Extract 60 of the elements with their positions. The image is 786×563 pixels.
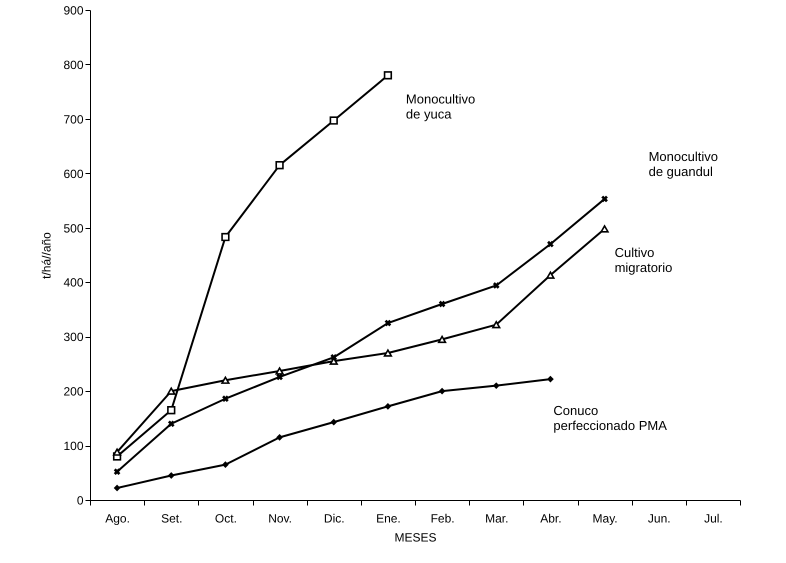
y-tick-label: 400 <box>63 276 84 290</box>
x-tick-label: Nov. <box>268 512 292 526</box>
point <box>112 448 122 456</box>
point <box>221 232 230 242</box>
x-tick-label: Oct. <box>214 512 237 526</box>
point <box>384 320 392 326</box>
point <box>547 376 554 382</box>
series-label: Monocultivo de yuca <box>406 91 476 122</box>
point <box>438 336 446 344</box>
point <box>546 271 555 279</box>
y-tick-label: 800 <box>63 58 84 72</box>
text: Monocultivo de guandul <box>648 148 718 179</box>
point <box>492 382 500 390</box>
x-axis-title: MESES <box>394 530 437 544</box>
point <box>275 161 284 170</box>
y-tick-label: 0 <box>76 494 84 508</box>
y-tick-label: 700 <box>63 112 84 126</box>
x-tick-label: Set. <box>161 512 182 526</box>
point <box>384 403 392 410</box>
x-tick-label: Ago. <box>105 512 130 526</box>
point <box>330 116 338 125</box>
y-tick-label: 200 <box>63 384 84 399</box>
point <box>547 240 554 248</box>
point <box>222 461 229 468</box>
point <box>330 418 338 426</box>
point <box>114 468 120 476</box>
point <box>168 420 175 428</box>
y-tick-label: 600 <box>63 166 84 181</box>
series-label: Conuco perfeccionado PMA <box>553 403 668 434</box>
point <box>168 472 175 479</box>
series-label: Cultivo migratorio <box>614 244 672 275</box>
point <box>438 300 446 308</box>
x-tick-label: May. <box>592 512 618 526</box>
point <box>492 320 500 328</box>
point <box>384 349 392 357</box>
point <box>276 374 283 380</box>
point <box>167 406 176 414</box>
point <box>221 376 230 384</box>
y-tick-label: 300 <box>63 330 84 344</box>
point <box>222 395 229 402</box>
x-tick-label: Jun. <box>648 512 671 526</box>
point <box>275 367 284 375</box>
point <box>276 434 283 441</box>
x-tick-label: Abr. <box>540 512 562 526</box>
point <box>114 484 120 492</box>
point <box>601 196 608 202</box>
y-tick-label: 100 <box>63 439 84 454</box>
y-axis-title: t/há//año <box>39 232 54 279</box>
y-tick-label: 500 <box>63 221 84 236</box>
x-tick-label: Feb. <box>430 512 455 526</box>
point <box>384 71 392 80</box>
x-tick-label: Mar. <box>485 512 508 526</box>
x-tick-label: Dic. <box>324 512 345 526</box>
point <box>438 388 446 394</box>
point <box>492 282 500 289</box>
x-tick-label: Jul. <box>704 512 723 526</box>
point <box>600 225 609 233</box>
y-tick-label: 900 <box>63 4 84 18</box>
point <box>167 387 176 395</box>
x-tick-label: Ene. <box>376 512 401 526</box>
